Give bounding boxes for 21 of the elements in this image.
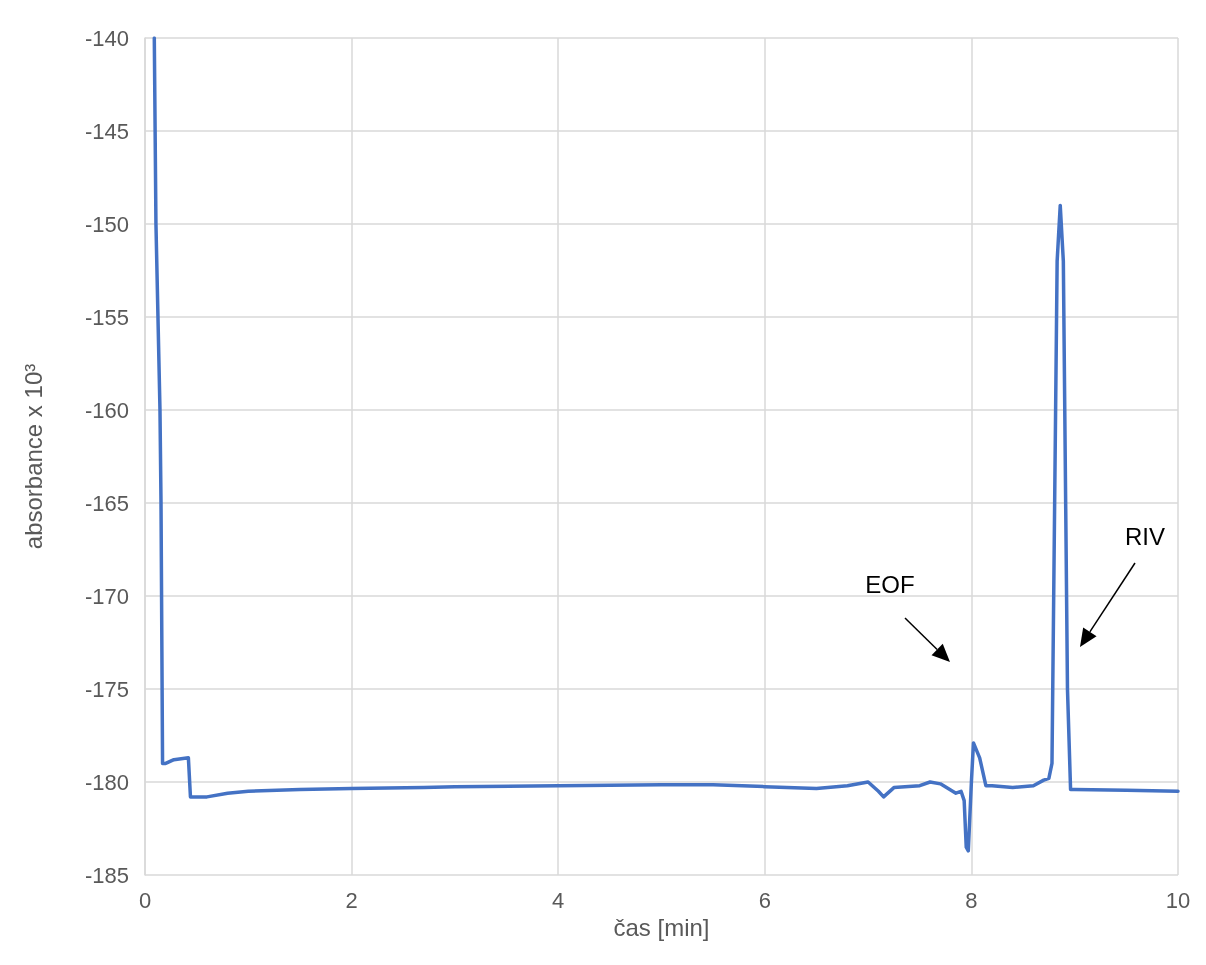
x-tick-label: 2 [345, 887, 358, 913]
y-tick-label: -160 [84, 397, 129, 423]
y-tick-label: -185 [84, 862, 129, 888]
y-tick-label: -140 [84, 25, 129, 51]
line-series [152, 36, 1180, 853]
x-tick-label: 4 [552, 887, 565, 913]
y-tick-label: -150 [84, 211, 129, 237]
y-axis-title: absorbance x 10³ [19, 363, 47, 550]
annotation: EOF [865, 571, 915, 599]
x-tick-label: 8 [965, 887, 978, 913]
x-tick-label: 0 [138, 887, 152, 913]
y-tick-label: -170 [84, 583, 129, 609]
y-tick-label: -180 [84, 769, 129, 795]
x-tick-label: 6 [758, 887, 771, 913]
y-tick-label: -175 [84, 676, 129, 702]
y-tick-label: -155 [84, 304, 129, 330]
y-tick-label: -165 [84, 490, 129, 516]
x-tick-label: 10 [1165, 887, 1191, 913]
annotation: RIV [1124, 523, 1166, 551]
y-tick-label: -145 [84, 118, 129, 144]
x-axis-title: čas [min] [613, 914, 710, 942]
